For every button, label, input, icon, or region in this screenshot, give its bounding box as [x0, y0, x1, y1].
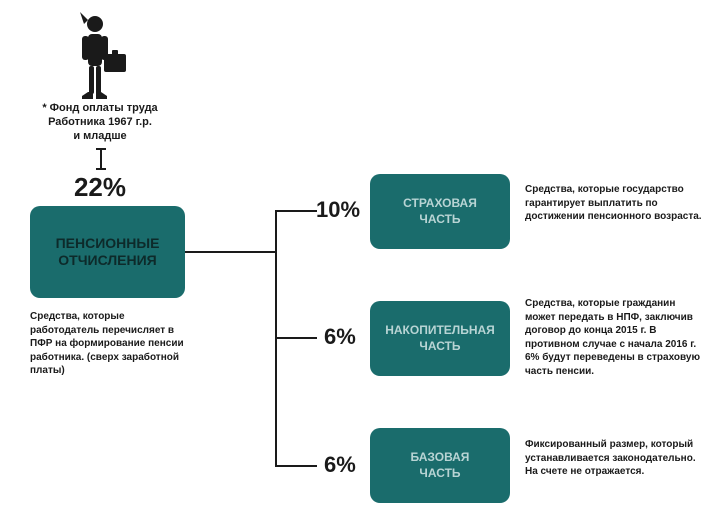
header-line-3: и младше: [73, 130, 126, 142]
branch-2-description: Средства, которые гражданин может переда…: [525, 297, 705, 378]
branch-3-title-l1: БАЗОВАЯ: [411, 450, 470, 464]
branch-1-title-l2: ЧАСТЬ: [419, 212, 460, 226]
branch-1-description: Средства, которые государство гарантируе…: [525, 183, 705, 224]
branch-1-title-l1: СТРАХОВАЯ: [403, 196, 477, 210]
main-description: Средства, которые работодатель перечисля…: [30, 310, 190, 378]
main-box-pension-contributions: ПЕНСИОННЫЕ ОТЧИСЛЕНИЯ: [30, 206, 185, 298]
branch-2-percent: 6%: [324, 324, 356, 350]
main-percent: 22%: [60, 172, 140, 203]
branch-3-percent: 6%: [324, 452, 356, 478]
branch-box-insurance: СТРАХОВАЯ ЧАСТЬ: [370, 174, 510, 249]
header-caption: * Фонд оплаты труда Работника 1967 г.р. …: [20, 102, 180, 143]
person-briefcase-icon: [60, 10, 130, 105]
branch-3-title-l2: ЧАСТЬ: [419, 466, 460, 480]
branch-2-title-l2: ЧАСТЬ: [419, 339, 460, 353]
branch-2-title-l1: НАКОПИТЕЛЬНАЯ: [385, 323, 495, 337]
branch-box-accumulative: НАКОПИТЕЛЬНАЯ ЧАСТЬ: [370, 301, 510, 376]
branch-1-percent: 10%: [316, 197, 360, 223]
main-title-line-1: ПЕНСИОННЫЕ: [56, 235, 160, 251]
connector-branch-3: [275, 465, 317, 467]
branch-box-basic: БАЗОВАЯ ЧАСТЬ: [370, 428, 510, 503]
connector-main-to-split: [185, 251, 275, 253]
header-line-2: Работника 1967 г.р.: [48, 116, 152, 128]
header-line-1: * Фонд оплаты труда: [42, 102, 157, 114]
connector-header-to-percent: [100, 148, 102, 170]
connector-branch-1: [275, 210, 317, 212]
branch-3-description: Фиксированный размер, который устанавлив…: [525, 438, 705, 479]
main-title-line-2: ОТЧИСЛЕНИЯ: [58, 252, 157, 268]
connector-branch-2: [275, 337, 317, 339]
